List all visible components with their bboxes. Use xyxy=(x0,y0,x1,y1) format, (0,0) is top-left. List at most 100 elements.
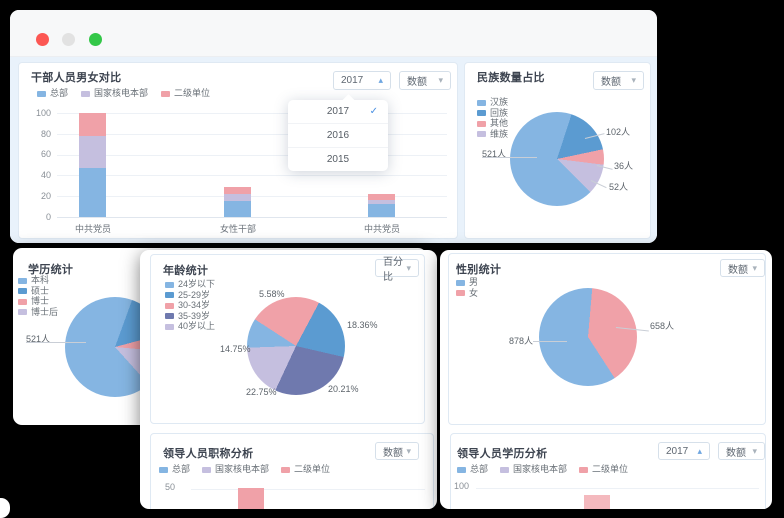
legend-item-wei[interactable]: 维族 xyxy=(477,129,508,140)
pie-label-3034: 5.58% xyxy=(259,289,285,299)
metric-select-value: 数额 xyxy=(383,447,403,459)
gridline xyxy=(57,175,447,176)
x-axis-line xyxy=(57,217,447,218)
gridline xyxy=(57,113,447,114)
legend-item-erji[interactable]: 二级单位 xyxy=(579,464,628,475)
bar-segment xyxy=(224,186,251,195)
legend-item-2529[interactable]: 25-29岁 xyxy=(165,289,215,301)
cadre-gender-compare-card: 干部人员男女对比 2017 ▴ 数额 ▾ 总部 国家核电本部 二级单位 100 xyxy=(18,62,458,239)
legend-item-hedian[interactable]: 国家核电本部 xyxy=(202,464,270,475)
legend-swatch-blue xyxy=(37,90,46,97)
ethnic-pie-chart xyxy=(510,112,604,206)
metric-select[interactable]: 百分比 ▾ xyxy=(375,257,419,283)
bar-segment xyxy=(368,194,395,201)
legend-item-zongbu[interactable]: 总部 xyxy=(159,464,190,475)
legend-item-benke[interactable]: 本科 xyxy=(18,275,58,286)
gridline xyxy=(57,134,447,135)
legend-label: 25-29岁 xyxy=(178,289,211,300)
legend-item-boshi[interactable]: 博士 xyxy=(18,296,58,307)
metric-select[interactable]: 数额 ▾ xyxy=(718,442,765,460)
legend-label: 汉族 xyxy=(490,97,509,107)
legend-item-24[interactable]: 24岁以下 xyxy=(165,279,216,290)
legend-swatch xyxy=(159,466,168,473)
legend-label: 男 xyxy=(469,277,479,287)
legend-item-erji[interactable]: 二级单位 xyxy=(161,88,210,99)
dropdown-item-2016[interactable]: 2016 xyxy=(288,124,388,148)
legend-label: 国家核电本部 xyxy=(94,88,149,98)
dropdown-item-2015[interactable]: 2015 xyxy=(288,148,388,171)
legend-swatch-pink xyxy=(161,90,171,97)
legend-swatch xyxy=(165,313,174,320)
dropdown-item-2017[interactable]: 2017 ✓ xyxy=(288,100,388,124)
legend-swatch xyxy=(165,292,174,299)
legend-swatch xyxy=(165,323,174,330)
card-title: 年龄统计 xyxy=(163,265,209,277)
year-select[interactable]: 2017 ▴ xyxy=(333,71,391,90)
legend-item-female[interactable]: 女 xyxy=(456,288,478,299)
legend-item-boshihou[interactable]: 博士后 xyxy=(18,307,58,318)
legend-item-qita[interactable]: 其他 xyxy=(477,118,508,129)
gridline xyxy=(57,155,447,156)
metric-select[interactable]: 数额 ▾ xyxy=(593,71,644,90)
year-select-value: 2017 xyxy=(666,445,689,457)
legend-item-male[interactable]: 男 xyxy=(456,277,479,288)
metric-select[interactable]: 数额 ▾ xyxy=(720,259,765,277)
legend-item-hui[interactable]: 回族 xyxy=(477,108,508,119)
x-category-label: 中共党员 xyxy=(74,224,111,234)
dropdown-item-label: 2017 xyxy=(326,106,350,117)
legend-item-shuoshi[interactable]: 硕士 xyxy=(18,286,58,297)
right-window: 性别统计 数额 ▾ 男 女 878人 658人 领导人员学历分析 2017 ▴ … xyxy=(440,250,772,509)
legend-swatch xyxy=(18,309,27,316)
zoom-window-button[interactable] xyxy=(89,33,102,46)
legend-swatch xyxy=(500,466,510,473)
legend-swatch xyxy=(477,131,486,138)
leader-line xyxy=(26,342,86,343)
chart-legend: 汉族 回族 其他 维族 xyxy=(477,97,509,140)
legend-swatch xyxy=(456,279,465,286)
stacked-bar-dangyuan-2 xyxy=(368,194,395,217)
chart-legend: 总部 国家核电本部 二级单位 xyxy=(457,464,628,475)
legend-item-hedian[interactable]: 国家核电本部 xyxy=(81,88,149,99)
legend-label: 24岁以下 xyxy=(178,279,216,289)
x-category-label: 女性干部 xyxy=(219,224,256,234)
gender-pie-chart xyxy=(539,288,637,386)
legend-label: 国家核电本部 xyxy=(513,464,568,474)
chevron-down-icon: ▾ xyxy=(631,75,636,85)
pie-label-benke: 521人 xyxy=(26,334,51,344)
legend-item-han[interactable]: 汉族 xyxy=(477,97,509,108)
legend-label: 国家核电本部 xyxy=(215,464,270,474)
gridline xyxy=(476,488,759,489)
minimize-window-button[interactable] xyxy=(62,33,75,46)
chevron-up-icon: ▴ xyxy=(697,445,702,456)
year-dropdown-menu: 2017 ✓ 2016 2015 xyxy=(288,94,388,171)
legend-item-zongbu[interactable]: 总部 xyxy=(37,88,68,99)
stacked-bar-dangyuan xyxy=(79,113,106,217)
legend-item-erji[interactable]: 二级单位 xyxy=(281,464,331,475)
legend-label: 总部 xyxy=(470,464,489,474)
pie-label-40: 22.75% xyxy=(246,387,277,397)
year-select[interactable]: 2017 ▴ xyxy=(658,442,710,460)
metric-select[interactable]: 数额 ▾ xyxy=(375,442,419,460)
chevron-down-icon: ▾ xyxy=(406,262,411,273)
legend-label: 本科 xyxy=(31,275,50,285)
metric-select[interactable]: 数额 ▾ xyxy=(399,71,451,90)
metric-select-value: 数额 xyxy=(728,264,748,276)
y-tick: 40 xyxy=(40,170,51,180)
legend-label: 二级单位 xyxy=(294,464,331,474)
legend-item-zongbu[interactable]: 总部 xyxy=(457,464,489,475)
legend-swatch xyxy=(477,110,486,117)
legend-swatch xyxy=(165,281,174,288)
legend-item-3539[interactable]: 35-39岁 xyxy=(165,311,215,322)
chart-legend: 24岁以下 25-29岁 30-34岁 35-39岁 40岁以上 xyxy=(165,279,216,332)
legend-label: 30-34岁 xyxy=(178,300,211,310)
gender-stats-card: 性别统计 数额 ▾ 男 女 878人 658人 xyxy=(448,253,766,425)
close-window-button[interactable] xyxy=(36,33,49,46)
pie-label-female: 658人 xyxy=(650,321,675,331)
leader-education-card: 领导人员学历分析 2017 ▴ 数额 ▾ 总部 国家核电本部 二级单位 100 xyxy=(450,433,766,509)
legend-item-3034[interactable]: 30-34岁 xyxy=(165,300,215,311)
dropdown-item-label: 2016 xyxy=(326,130,350,141)
legend-item-hedian[interactable]: 国家核电本部 xyxy=(500,464,568,475)
legend-item-40[interactable]: 40岁以上 xyxy=(165,321,215,332)
card-title: 民族数量占比 xyxy=(477,72,545,84)
y-tick: 20 xyxy=(40,191,51,201)
